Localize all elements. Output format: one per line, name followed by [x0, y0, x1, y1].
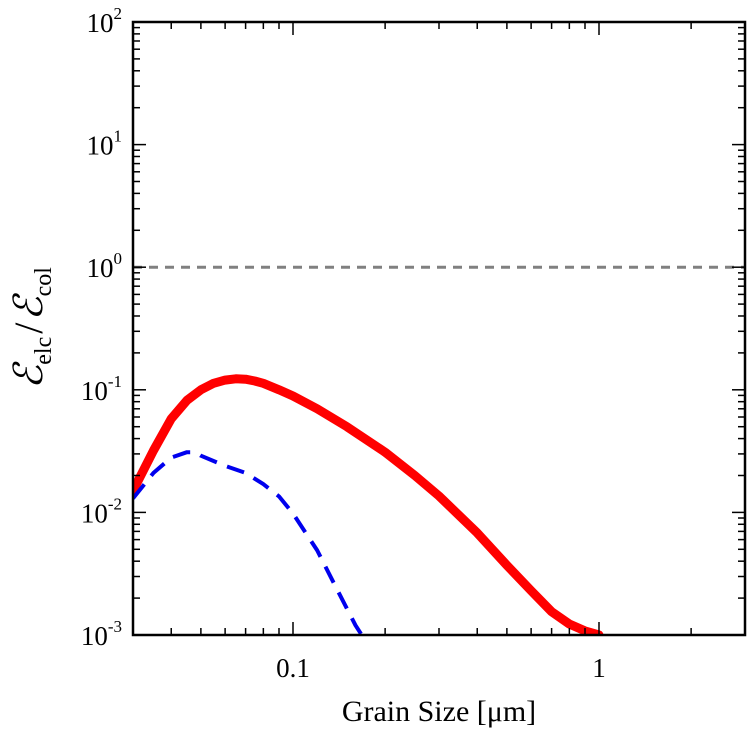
- y-label-denominator-sub: col: [31, 267, 57, 297]
- y-tick-label: 10-3: [81, 617, 122, 651]
- plot-frame: [131, 20, 747, 637]
- y-tick-label: 100: [87, 249, 123, 283]
- x-tick-label: 0.1: [276, 653, 310, 683]
- y-tick-label: 10-2: [81, 494, 122, 528]
- series-layer: [133, 265, 745, 635]
- y-label-denominator: ℰ: [6, 293, 51, 321]
- y-label-slash: /: [6, 322, 51, 334]
- y-tick-label: 101: [87, 127, 123, 161]
- svg-text:ℰelc/ℰcol: ℰelc/ℰcol: [6, 267, 57, 389]
- y-axis-label: ℰelc/ℰcol: [6, 267, 57, 389]
- x-tick-label: 1: [592, 653, 606, 683]
- y-tick-label: 102: [87, 4, 123, 38]
- series-solid-red: [133, 374, 604, 635]
- tick-layer: 10-3 10-2 10-1 100 101 102 0.1 1: [81, 4, 745, 683]
- series-dashed-blue: [133, 450, 365, 635]
- x-axis-label: Grain Size [μm]: [342, 695, 536, 728]
- y-tick-label: 10-1: [81, 372, 122, 406]
- y-label-numerator: ℰ: [6, 361, 51, 389]
- y-label-numerator-sub: elc: [31, 337, 57, 365]
